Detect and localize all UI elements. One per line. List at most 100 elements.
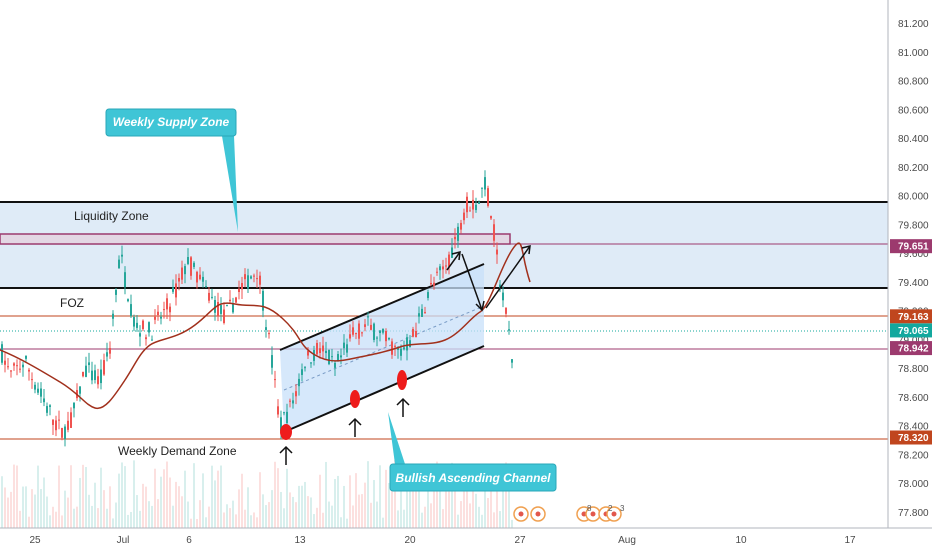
channel-touch-marker (350, 390, 360, 408)
volume-bar (28, 516, 30, 528)
price-tick-label: 80.000 (898, 192, 929, 203)
volume-bar (22, 486, 24, 528)
volume-bar (439, 464, 441, 528)
volume-bar (469, 503, 471, 528)
price-axis-bg (888, 0, 932, 550)
volume-bar (88, 494, 90, 528)
channel-mid-line (283, 305, 485, 391)
candle-body (34, 384, 36, 390)
volume-bar (166, 461, 168, 528)
supply-zone-box (0, 233, 511, 245)
candle-body (226, 305, 228, 307)
volume-bar (172, 505, 174, 528)
volume-bar (148, 501, 150, 528)
volume-bar (19, 510, 21, 528)
candle-body (460, 222, 462, 230)
price-tick-label: 80.600 (898, 105, 929, 116)
candle-body (487, 188, 489, 206)
candle-body (424, 312, 426, 314)
candle-body (391, 341, 393, 355)
candle-body (214, 299, 216, 313)
volume-bar (109, 486, 111, 528)
volume-bar (337, 475, 339, 528)
volume-bar (25, 486, 27, 528)
volume-bar (61, 515, 63, 528)
candle-body (115, 290, 117, 295)
time-tick-label: Aug (618, 535, 636, 546)
candle-body (238, 288, 240, 292)
candle-body (349, 334, 351, 339)
svg-text:Weekly Supply Zone: Weekly Supply Zone (113, 115, 230, 129)
volume-bar (445, 478, 447, 528)
volume-bar (292, 496, 294, 528)
volume-bar (511, 519, 513, 528)
candle-body (313, 349, 315, 361)
candle-body (481, 187, 483, 189)
volume-bar (331, 505, 333, 528)
volume-bar (73, 508, 75, 528)
volume-bar (289, 492, 291, 528)
candle-body (199, 274, 201, 280)
time-tick-label: 6 (186, 535, 192, 546)
time-tick-label: 17 (844, 535, 856, 546)
volume-bar (70, 465, 72, 528)
candle-body (205, 286, 207, 288)
candle-body (478, 202, 480, 204)
volume-bar (238, 489, 240, 528)
volume-bar (187, 501, 189, 528)
candle-body (484, 177, 486, 190)
candle-body (469, 210, 471, 212)
volume-bar (493, 512, 495, 528)
volume-bar (448, 486, 450, 528)
foz-label: FOZ (60, 296, 84, 310)
price-tick-label: 78.200 (898, 450, 929, 461)
candle-body (280, 417, 282, 431)
volume-bar (112, 518, 114, 528)
candle-body (37, 388, 39, 393)
volume-bar (160, 476, 162, 528)
candle-body (316, 342, 318, 355)
price-tick-label: 78.400 (898, 422, 929, 433)
candle-body (49, 405, 51, 407)
candle-body (505, 307, 507, 314)
volume-bar (490, 489, 492, 528)
candle-body (310, 362, 312, 364)
candle-body (31, 379, 33, 381)
candle-body (283, 412, 285, 414)
candle-body (229, 299, 231, 302)
candle-body (322, 345, 324, 352)
candle-body (13, 363, 15, 366)
candle-body (181, 267, 183, 280)
candle-body (427, 292, 429, 298)
price-tick-label: 78.000 (898, 479, 929, 490)
volume-bar (418, 469, 420, 528)
candle-body (55, 420, 57, 431)
volume-bar (133, 460, 135, 528)
time-tick-label: Jul (117, 535, 130, 546)
svg-text:2: 2 (608, 504, 613, 513)
volume-bar (10, 491, 12, 528)
volume-bar (472, 486, 474, 528)
liquidity-zone (0, 202, 888, 288)
volume-bar (325, 461, 327, 528)
candle-body (331, 356, 333, 358)
volume-bar (118, 473, 120, 528)
candle-body (52, 419, 54, 425)
candle-body (16, 365, 18, 367)
volume-bar (451, 462, 453, 528)
candle-body (370, 324, 372, 330)
volume-bar (364, 482, 366, 528)
price-tick-label: 81.000 (898, 48, 929, 59)
candle-body (4, 360, 6, 365)
volume-bar (229, 508, 231, 528)
candle-body (139, 333, 141, 337)
volume-bar (508, 473, 510, 528)
candle-body (148, 322, 150, 333)
candle-body (184, 266, 186, 275)
volume-bar (226, 504, 228, 528)
candle-body (142, 320, 144, 330)
candle-body (25, 355, 27, 359)
svg-text:8: 8 (587, 504, 592, 513)
candle-body (265, 327, 267, 330)
